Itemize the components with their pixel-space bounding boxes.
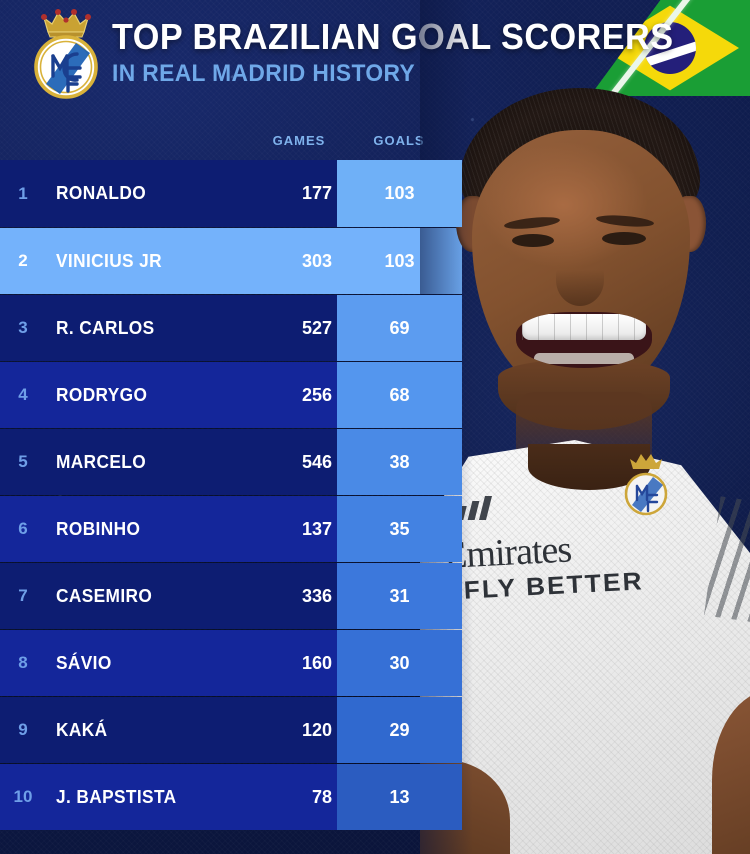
goals-cell-background: 13: [337, 764, 462, 830]
games-value: 160: [301, 652, 332, 673]
rank-label: 4: [18, 385, 28, 404]
goals-value: 68: [389, 384, 410, 405]
table-row[interactable]: 68 4 RODRYGO 256: [0, 361, 462, 428]
player-name-label: ROBINHO: [56, 518, 141, 539]
photo-vignette: [420, 0, 750, 854]
goals-value: 103: [384, 250, 415, 271]
goals-value: 35: [389, 518, 410, 539]
goals-value: 29: [389, 719, 410, 740]
row-background: [0, 764, 337, 830]
table-column-headers: GAMES GOALS: [0, 133, 462, 157]
player-name-label: VINICIUS JR: [56, 250, 163, 271]
rank-label: 5: [18, 452, 28, 471]
table-row[interactable]: 35 6 ROBINHO 137: [0, 495, 462, 562]
games-value: 527: [301, 317, 332, 338]
player-name-label: RONALDO: [56, 183, 147, 203]
goals-cell-background: 30: [337, 630, 462, 696]
table-row[interactable]: 31 7 CASEMIRO 336: [0, 562, 462, 629]
goals-value: 13: [389, 786, 410, 807]
row-background: [0, 295, 337, 361]
goals-cell-background: 38: [337, 429, 462, 495]
page-subtitle: IN REAL MADRID HISTORY: [112, 59, 416, 87]
table-row[interactable]: 29 9 KAKÁ 120: [0, 696, 462, 763]
player-name-label: CASEMIRO: [56, 585, 153, 606]
table-row[interactable]: 103 1 RONALDO 177: [0, 160, 462, 227]
rank-label: 6: [18, 519, 28, 538]
scorers-table: 103 1 RONALDO 177 103 2 VINICIUS JR 303 69 3 R. CA…: [0, 160, 462, 830]
row-background: [0, 563, 337, 629]
player-name-label: RODRYGO: [56, 384, 148, 405]
games-value: 137: [301, 518, 332, 539]
table-row[interactable]: 103 2 VINICIUS JR 303: [0, 227, 462, 294]
games-value: 78: [311, 786, 332, 807]
games-value: 120: [301, 719, 332, 740]
goals-cell-background: 68: [337, 362, 462, 428]
column-header-games: GAMES: [272, 133, 326, 148]
goals-value: 30: [389, 652, 410, 673]
table-row[interactable]: 30 8 SÁVIO 160: [0, 629, 462, 696]
games-value: 177: [301, 183, 332, 203]
table-row[interactable]: 38 5 MARCELO 546: [0, 428, 462, 495]
goals-value: 31: [389, 585, 410, 606]
goals-cell-background: 103: [337, 228, 462, 294]
player-name-label: J. BAPSTISTA: [56, 786, 177, 807]
row-background: [0, 496, 337, 562]
row-background: [0, 160, 337, 227]
games-value: 546: [301, 451, 332, 472]
rank-label: 10: [13, 787, 33, 806]
goals-value: 103: [384, 183, 415, 203]
vinicius-junior-photo: Emirates FLY BETTER: [420, 0, 750, 854]
row-background: [0, 697, 337, 763]
row-background: [0, 228, 462, 294]
player-name-label: MARCELO: [56, 451, 147, 472]
games-value: 336: [301, 585, 332, 606]
table-row[interactable]: 69 3 R. CARLOS 527: [0, 294, 462, 361]
games-value: 256: [301, 384, 332, 405]
table-row[interactable]: 13 10 J. BAPSTISTA 78: [0, 763, 462, 830]
goals-cell-background: 29: [337, 697, 462, 763]
rank-label: 2: [18, 251, 28, 270]
player-name-label: R. CARLOS: [56, 317, 155, 338]
player-name-label: SÁVIO: [56, 652, 112, 673]
rank-label: 1: [18, 183, 28, 203]
goals-cell-background: 103: [337, 160, 462, 227]
goals-value: 69: [389, 317, 410, 338]
real-madrid-crest-icon: [28, 6, 104, 102]
row-background: [0, 429, 337, 495]
rank-label: 3: [18, 318, 28, 337]
rank-label: 9: [18, 720, 28, 739]
goals-cell-background: 31: [337, 563, 462, 629]
column-header-goals: GOALS: [373, 133, 425, 148]
goals-cell-background: 35: [337, 496, 462, 562]
goals-value: 38: [389, 451, 410, 472]
rank-label: 7: [18, 586, 28, 605]
rank-label: 8: [18, 653, 28, 672]
games-value: 303: [301, 250, 332, 271]
goals-cell-background: 69: [337, 295, 462, 361]
row-background: [0, 362, 337, 428]
row-background: [0, 630, 337, 696]
player-name-label: KAKÁ: [56, 719, 108, 740]
